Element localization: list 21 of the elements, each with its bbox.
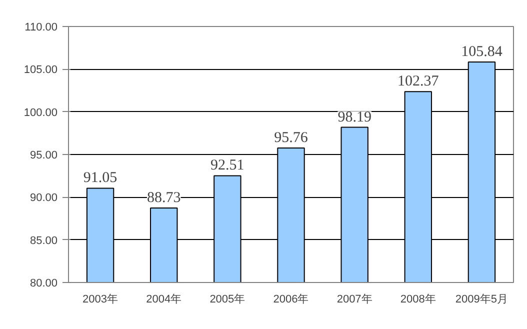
y-tick-label: 85.00 [30,234,58,247]
data-label: 105.84 [461,44,503,60]
y-tick-label: 80.00 [30,278,58,290]
x-tick-label: 2007年 [336,294,372,306]
data-label: 91.05 [83,170,118,186]
x-tick-label: 2008年 [400,294,436,306]
data-label: 92.51 [210,158,244,174]
data-label: 88.73 [146,190,181,206]
x-tick-label: 2006年 [273,294,309,306]
y-tick-label: 95.00 [30,150,58,162]
y-tick-label: 100.00 [24,106,58,119]
x-tick-label: 2004年 [146,294,182,306]
y-tick-label: 105.00 [24,64,58,76]
data-label: 98.19 [338,109,372,126]
y-tick-label: 110.00 [24,22,58,34]
x-tick-label: 2005年 [210,294,246,306]
y-tick-label: 90.00 [30,192,58,204]
data-label: 102.37 [398,74,440,90]
x-tick-label: 2003年 [82,294,118,306]
data-label: 95.76 [274,130,308,146]
x-tick-label: 2009年5月 [455,294,508,306]
